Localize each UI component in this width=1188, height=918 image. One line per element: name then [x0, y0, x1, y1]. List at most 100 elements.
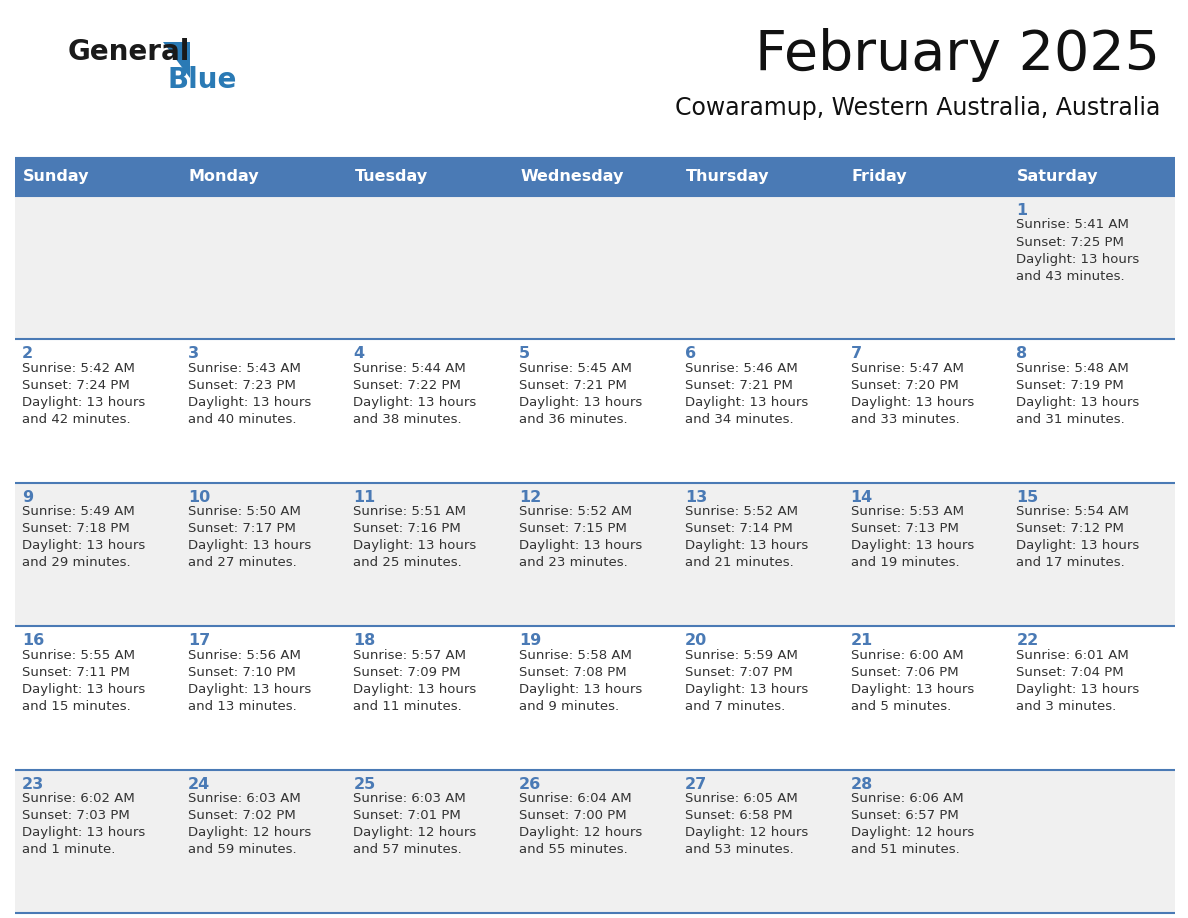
Text: and 11 minutes.: and 11 minutes.	[353, 700, 462, 712]
Text: Daylight: 13 hours: Daylight: 13 hours	[1016, 539, 1139, 553]
Text: Sunrise: 6:06 AM: Sunrise: 6:06 AM	[851, 792, 963, 805]
Text: Sunset: 7:03 PM: Sunset: 7:03 PM	[23, 809, 129, 823]
Bar	[347, 769, 512, 913]
Bar	[843, 626, 1010, 769]
Text: Sunset: 7:20 PM: Sunset: 7:20 PM	[851, 379, 959, 392]
Text: Sunset: 7:09 PM: Sunset: 7:09 PM	[353, 666, 461, 678]
Text: 3: 3	[188, 346, 198, 362]
Text: Daylight: 13 hours: Daylight: 13 hours	[188, 683, 311, 696]
Text: and 36 minutes.: and 36 minutes.	[519, 413, 627, 426]
Text: 22: 22	[1016, 633, 1038, 648]
Text: and 55 minutes.: and 55 minutes.	[519, 843, 628, 856]
Text: Sunset: 7:06 PM: Sunset: 7:06 PM	[851, 666, 959, 678]
Text: Tuesday: Tuesday	[354, 170, 428, 185]
Text: and 57 minutes.: and 57 minutes.	[353, 843, 462, 856]
Bar	[181, 626, 347, 769]
Text: Sunset: 7:10 PM: Sunset: 7:10 PM	[188, 666, 296, 678]
Text: Sunset: 7:07 PM: Sunset: 7:07 PM	[684, 666, 792, 678]
Text: Sunrise: 5:58 AM: Sunrise: 5:58 AM	[519, 649, 632, 662]
Text: Sunset: 7:17 PM: Sunset: 7:17 PM	[188, 522, 296, 535]
Text: and 31 minutes.: and 31 minutes.	[1016, 413, 1125, 426]
Text: Sunrise: 5:49 AM: Sunrise: 5:49 AM	[23, 505, 134, 519]
Text: Sunrise: 5:48 AM: Sunrise: 5:48 AM	[1016, 362, 1129, 375]
Text: Sunset: 7:23 PM: Sunset: 7:23 PM	[188, 379, 296, 392]
Text: Daylight: 13 hours: Daylight: 13 hours	[353, 539, 476, 553]
Bar	[1010, 483, 1175, 626]
Text: Sunset: 7:15 PM: Sunset: 7:15 PM	[519, 522, 627, 535]
Text: Sunset: 7:16 PM: Sunset: 7:16 PM	[353, 522, 461, 535]
Text: Daylight: 13 hours: Daylight: 13 hours	[851, 539, 974, 553]
Text: and 21 minutes.: and 21 minutes.	[684, 556, 794, 569]
Bar	[181, 158, 347, 196]
Bar	[678, 196, 843, 340]
Text: Sunset: 7:02 PM: Sunset: 7:02 PM	[188, 809, 296, 823]
Text: Daylight: 13 hours: Daylight: 13 hours	[684, 396, 808, 409]
Text: Sunrise: 5:57 AM: Sunrise: 5:57 AM	[353, 649, 467, 662]
Text: 28: 28	[851, 777, 873, 791]
Text: Sunrise: 5:52 AM: Sunrise: 5:52 AM	[519, 505, 632, 519]
Text: and 5 minutes.: and 5 minutes.	[851, 700, 950, 712]
Text: Daylight: 13 hours: Daylight: 13 hours	[23, 683, 145, 696]
Text: Daylight: 13 hours: Daylight: 13 hours	[519, 396, 643, 409]
Text: Sunset: 7:00 PM: Sunset: 7:00 PM	[519, 809, 627, 823]
Text: Sunrise: 5:59 AM: Sunrise: 5:59 AM	[684, 649, 797, 662]
Text: and 43 minutes.: and 43 minutes.	[1016, 270, 1125, 283]
Text: 7: 7	[851, 346, 861, 362]
Bar	[843, 196, 1010, 340]
Text: Daylight: 13 hours: Daylight: 13 hours	[1016, 683, 1139, 696]
Text: 11: 11	[353, 490, 375, 505]
Text: Sunrise: 5:55 AM: Sunrise: 5:55 AM	[23, 649, 135, 662]
Text: 25: 25	[353, 777, 375, 791]
Text: Daylight: 12 hours: Daylight: 12 hours	[684, 826, 808, 839]
Text: 2: 2	[23, 346, 33, 362]
Text: Daylight: 13 hours: Daylight: 13 hours	[353, 396, 476, 409]
Text: Cowaramup, Western Australia, Australia: Cowaramup, Western Australia, Australia	[675, 96, 1159, 120]
Bar	[678, 626, 843, 769]
Text: Sunrise: 6:00 AM: Sunrise: 6:00 AM	[851, 649, 963, 662]
Text: and 27 minutes.: and 27 minutes.	[188, 556, 297, 569]
Text: Sunset: 7:19 PM: Sunset: 7:19 PM	[1016, 379, 1124, 392]
Text: 6: 6	[684, 346, 696, 362]
Text: Sunset: 7:21 PM: Sunset: 7:21 PM	[519, 379, 627, 392]
Text: Sunrise: 5:56 AM: Sunrise: 5:56 AM	[188, 649, 301, 662]
Text: 19: 19	[519, 633, 542, 648]
Text: Sunset: 7:24 PM: Sunset: 7:24 PM	[23, 379, 129, 392]
Text: Sunset: 7:12 PM: Sunset: 7:12 PM	[1016, 522, 1124, 535]
Bar	[15, 158, 181, 196]
Bar	[512, 158, 678, 196]
Text: Sunrise: 5:44 AM: Sunrise: 5:44 AM	[353, 362, 466, 375]
Text: and 7 minutes.: and 7 minutes.	[684, 700, 785, 712]
Text: and 59 minutes.: and 59 minutes.	[188, 843, 296, 856]
Text: Sunset: 7:21 PM: Sunset: 7:21 PM	[684, 379, 792, 392]
Text: Sunrise: 5:52 AM: Sunrise: 5:52 AM	[684, 505, 798, 519]
Text: 18: 18	[353, 633, 375, 648]
Bar	[347, 340, 512, 483]
Text: Sunrise: 6:04 AM: Sunrise: 6:04 AM	[519, 792, 632, 805]
Bar	[347, 483, 512, 626]
Text: Blue: Blue	[168, 66, 238, 94]
Text: Sunrise: 6:03 AM: Sunrise: 6:03 AM	[188, 792, 301, 805]
Text: Sunset: 7:18 PM: Sunset: 7:18 PM	[23, 522, 129, 535]
Text: Sunrise: 5:41 AM: Sunrise: 5:41 AM	[1016, 218, 1129, 231]
Text: and 33 minutes.: and 33 minutes.	[851, 413, 960, 426]
Text: and 51 minutes.: and 51 minutes.	[851, 843, 960, 856]
Bar	[1010, 158, 1175, 196]
Text: Sunset: 7:04 PM: Sunset: 7:04 PM	[1016, 666, 1124, 678]
Text: Daylight: 13 hours: Daylight: 13 hours	[684, 683, 808, 696]
Text: Daylight: 13 hours: Daylight: 13 hours	[519, 539, 643, 553]
Text: 21: 21	[851, 633, 873, 648]
Bar	[181, 196, 347, 340]
Bar	[347, 626, 512, 769]
Bar	[15, 483, 181, 626]
Text: Daylight: 13 hours: Daylight: 13 hours	[188, 539, 311, 553]
Bar	[181, 483, 347, 626]
Bar	[512, 196, 678, 340]
Bar	[181, 769, 347, 913]
Bar	[15, 340, 181, 483]
Text: Sunset: 6:57 PM: Sunset: 6:57 PM	[851, 809, 959, 823]
Text: 12: 12	[519, 490, 542, 505]
Text: and 15 minutes.: and 15 minutes.	[23, 700, 131, 712]
Bar	[678, 769, 843, 913]
Text: Sunrise: 6:02 AM: Sunrise: 6:02 AM	[23, 792, 134, 805]
Text: Daylight: 13 hours: Daylight: 13 hours	[519, 683, 643, 696]
